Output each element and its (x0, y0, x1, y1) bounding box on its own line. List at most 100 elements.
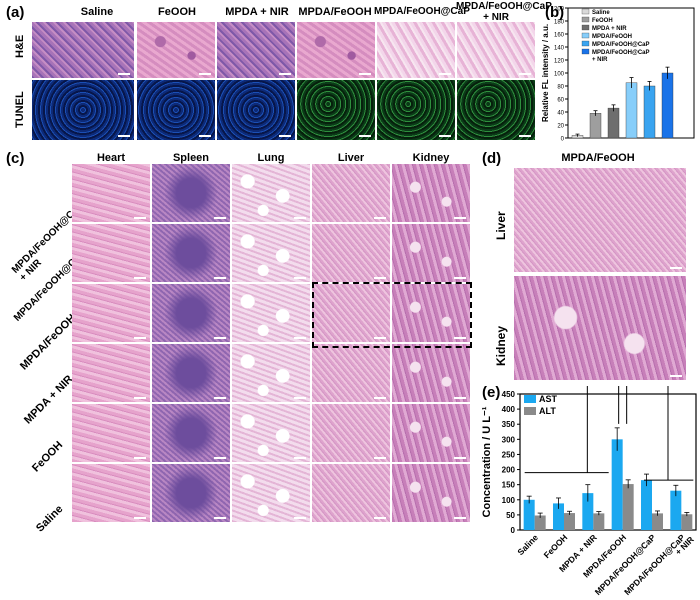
chart-e-bar-ast (553, 503, 564, 530)
tissue-tile-lung-row4 (232, 344, 310, 402)
tissue-tile-kidney-row3 (392, 284, 470, 342)
chart-b-legend-label: MPDA/FeOOH@CaP (592, 50, 650, 56)
chart-e-legend-label: AST (539, 394, 558, 404)
chart-e-bracket-right (626, 386, 669, 481)
chart-b-ylabel: Relative FL intensity / a.u. (541, 24, 550, 122)
he-tile-feooh (137, 22, 215, 78)
tissue-tile-lung-row6 (232, 464, 310, 522)
chart-b-ytick-label: 0 (561, 137, 565, 143)
row-header-saline: Saline (34, 503, 66, 535)
chart-b-bar (607, 107, 620, 139)
chart-e-ytick-label: 350 (502, 420, 516, 429)
tissue-tile-liver-row4 (312, 344, 390, 402)
tissue-tile-heart-row3 (72, 284, 150, 342)
chart-b-legend-label: Saline (592, 10, 610, 16)
col-header-lung: Lung (257, 152, 285, 164)
panel-d-liver-image (514, 168, 686, 272)
chart-e-xtick-label: Saline (515, 532, 540, 557)
tissue-tile-heart-row6 (72, 464, 150, 522)
chart-e-bar-ast (611, 439, 623, 530)
he-tile-mpda-nir (217, 22, 295, 78)
chart-e-bar-alt (681, 514, 693, 530)
tissue-tile-spleen-row2 (152, 224, 230, 282)
chart-e-ytick-label: 450 (502, 390, 516, 399)
chart-b-ytick-label: 100 (554, 72, 565, 78)
chart-b-ytick-label: 40 (557, 111, 564, 117)
tissue-tile-liver-row6 (312, 464, 390, 522)
chart-b-ytick-label: 60 (557, 98, 564, 104)
chart-e-ytick-label: 250 (502, 450, 516, 459)
panel-label-e: (e) (482, 384, 501, 401)
row-header-tunel: TUNEL (14, 91, 26, 128)
he-tile-mpda-feooh (297, 22, 375, 78)
chart-e-bracket-left (618, 386, 620, 424)
row-header-mpda-nir: MPDA + NIR (22, 373, 76, 427)
chart-b-legend-label: MPDA/FeOOH@CaP (592, 42, 650, 48)
chart-b-legend-label: FeOOH (592, 18, 613, 24)
tissue-tile-spleen-row1 (152, 164, 230, 222)
tissue-tile-spleen-row3 (152, 284, 230, 342)
tissue-tile-spleen-row5 (152, 404, 230, 462)
chart-e-ytick-label: 400 (502, 405, 516, 414)
chart-b-ytick-label: 120 (554, 59, 565, 65)
tissue-tile-lung-row3 (232, 284, 310, 342)
he-tile-saline (32, 22, 134, 78)
chart-e-ytick-label: 0 (511, 526, 516, 535)
he-tile-mpda-feooh-cap (377, 22, 455, 78)
he-tile-mpda-feooh-cap-nir (457, 22, 535, 78)
chart-e-ytick-label: 150 (502, 481, 516, 490)
panel-label-b: (b) (545, 4, 565, 21)
chart-e-ytick-label: 50 (506, 511, 515, 520)
col-header-spleen: Spleen (172, 152, 210, 164)
chart-e-xtick-label: FeOOH (542, 532, 570, 560)
panel-label-c: (c) (6, 150, 25, 167)
chart-b-legend-swatch (581, 32, 590, 39)
tissue-tile-liver-row2 (312, 224, 390, 282)
panel-d-row-kidney: Kidney (494, 325, 508, 366)
col-header-mpda-feooh-cap-nir: MPDA/FeOOH@CaP + NIR (456, 1, 552, 23)
tissue-tile-liver-row5 (312, 404, 390, 462)
col-header-feooh: FeOOH (158, 6, 196, 18)
chart-e-bar-ast (641, 480, 652, 530)
tissue-tile-kidney-row1 (392, 164, 470, 222)
chart-b-legend-label: + NIR (592, 57, 608, 63)
chart-b-legend-label: MPDA + NIR (592, 26, 627, 32)
tissue-tile-lung-row5 (232, 404, 310, 462)
col-header-saline: Saline (80, 6, 114, 18)
chart-e-bar-alt (652, 513, 663, 530)
tissue-tile-liver-row1 (312, 164, 390, 222)
tissue-tile-lung-row2 (232, 224, 310, 282)
col-header-mpda-feooh-cap: MPDA/FeOOH@CaP (374, 6, 470, 17)
chart-b-legend-swatch (581, 8, 590, 15)
chart-e-bar-alt (564, 513, 575, 530)
chart-e-bar-ast (582, 493, 594, 530)
chart-e-ytick-label: 200 (502, 466, 516, 475)
tissue-tile-kidney-row4 (392, 344, 470, 402)
col-header-mpda-feooh: MPDA/FeOOH (298, 6, 372, 18)
tissue-tile-kidney-row6 (392, 464, 470, 522)
tissue-tile-spleen-row6 (152, 464, 230, 522)
chart-b-bar (625, 82, 638, 139)
tunel-tile-saline (32, 80, 134, 140)
panel-d-title: MPDA/FeOOH (561, 152, 635, 164)
chart-e-bar-ast (670, 490, 682, 530)
panel-e-chart: 0 50 100 150 200 250 300 350 400 450 Concentration… (481, 386, 697, 597)
row-header-feooh: FeOOH (30, 439, 66, 475)
chart-b-legend-swatch (581, 48, 590, 55)
tunel-tile-mpda-nir (217, 80, 295, 140)
tissue-tile-kidney-row2 (392, 224, 470, 282)
chart-e-ytick-label: 300 (502, 435, 516, 444)
chart-b-ytick-label: 140 (554, 46, 565, 52)
tissue-tile-heart-row4 (72, 344, 150, 402)
chart-b-bar (643, 85, 656, 139)
col-header-kidney: Kidney (412, 152, 450, 164)
panel-d-kidney-image (514, 276, 686, 380)
chart-e-legend-swatch-ast (524, 395, 536, 403)
chart-b-legend-swatch (581, 24, 590, 31)
tissue-tile-heart-row2 (72, 224, 150, 282)
tissue-tile-liver-row3 (312, 284, 390, 342)
chart-b-bar (589, 113, 602, 139)
chart-e-ytick-label: 100 (502, 496, 516, 505)
tissue-tile-spleen-row4 (152, 344, 230, 402)
chart-e-bar-alt (593, 513, 605, 530)
